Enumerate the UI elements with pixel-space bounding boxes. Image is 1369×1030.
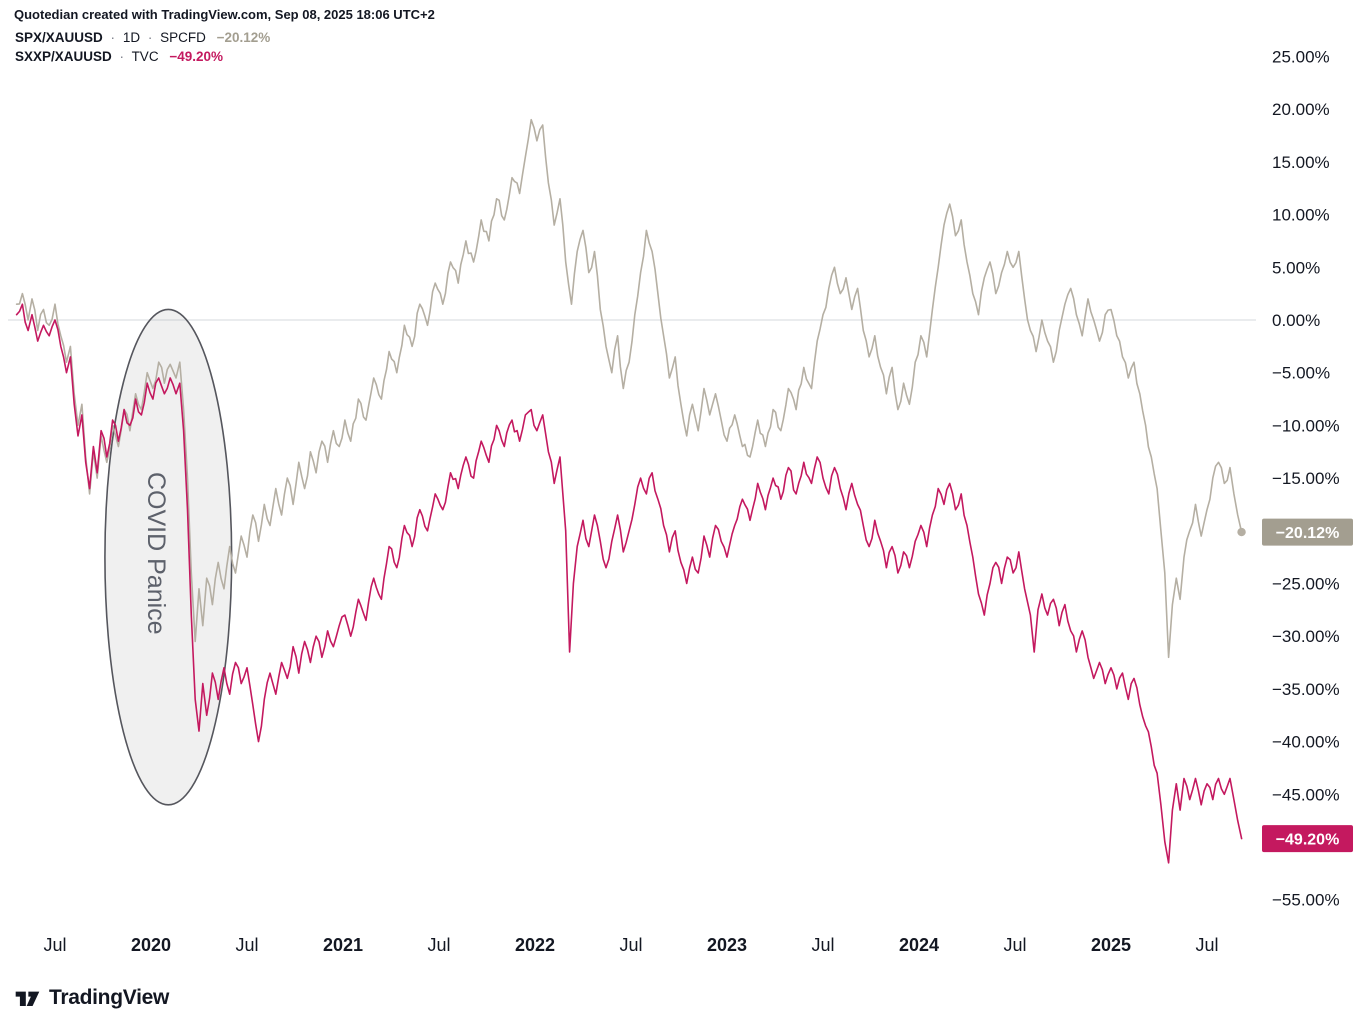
series-last-dot-spx-xauusd <box>1237 527 1246 537</box>
price-badge-spx-xauusd <box>1262 518 1353 546</box>
price-chart-canvas[interactable]: COVID Panice 25.00% 20.00% 15.00% 10.00% 5.00… <box>0 0 1369 965</box>
x-axis-label: Jul <box>811 935 834 955</box>
x-axis-label: Jul <box>1195 935 1218 955</box>
series-line-sxxp-xauusd[interactable] <box>15 303 1243 864</box>
tradingview-logo[interactable]: TradingView <box>14 984 169 1011</box>
legend-row-spx-xauusd[interactable]: SPX/XAUUSD · 1D · SPCFD −20.12% <box>15 28 270 47</box>
x-axis-label: 2021 <box>323 935 363 955</box>
legend-symbol-sxxp: SXXP/XAUUSD <box>15 49 112 64</box>
tradingview-logo-text: TradingView <box>49 985 170 1009</box>
x-axis-label: 2020 <box>131 935 171 955</box>
legend-change-sxxp: −49.20% <box>169 49 223 64</box>
y-axis-label: −10.00% <box>1272 416 1340 435</box>
attribution-text: Quotedian created with TradingView.com, … <box>14 7 435 22</box>
y-axis-label: −55.00% <box>1272 891 1340 910</box>
x-axis-label: 2025 <box>1091 935 1131 955</box>
legend-symbol-spx: SPX/XAUUSD <box>15 30 103 45</box>
y-axis-label: 25.00% <box>1272 48 1330 67</box>
legend-exchange-spx: SPCFD <box>160 30 206 45</box>
chart-legend: SPX/XAUUSD · 1D · SPCFD −20.12% SXXP/XAU… <box>15 28 270 66</box>
y-axis-label: 20.00% <box>1272 100 1330 119</box>
legend-separator: · <box>147 30 153 45</box>
price-badge-sxxp-xauusd <box>1262 825 1353 853</box>
price-badge-label-sxxp-xauusd: −49.20% <box>1276 832 1340 849</box>
legend-row-sxxp-xauusd[interactable]: SXXP/XAUUSD · TVC −49.20% <box>15 47 270 66</box>
series-line-spx-xauusd[interactable] <box>15 118 1243 659</box>
y-axis-label: −5.00% <box>1272 364 1330 383</box>
y-axis-label: −40.00% <box>1272 733 1340 752</box>
y-axis-label: 5.00% <box>1272 258 1320 277</box>
y-axis-label: −25.00% <box>1272 575 1340 594</box>
x-axis-label: Jul <box>619 935 642 955</box>
x-axis-label: Jul <box>235 935 258 955</box>
y-axis-label: 10.00% <box>1272 206 1330 225</box>
legend-change-spx: −20.12% <box>216 30 271 45</box>
legend-exchange-sxxp: TVC <box>131 49 159 64</box>
y-axis-label: 15.00% <box>1272 153 1330 172</box>
covid-annotation-label: COVID Panice <box>142 472 170 635</box>
y-axis-label: −15.00% <box>1272 469 1340 488</box>
x-axis-label: 2024 <box>899 935 939 955</box>
x-axis-label: Jul <box>43 935 66 955</box>
y-axis-label: 0.00% <box>1272 311 1320 330</box>
x-axis-label: Jul <box>427 935 450 955</box>
tradingview-logo-icon <box>15 991 40 1006</box>
legend-separator: · <box>119 49 125 64</box>
x-axis-label: 2023 <box>707 935 747 955</box>
legend-separator: · <box>110 30 116 45</box>
y-axis-label: −35.00% <box>1272 680 1340 699</box>
price-badge-label-spx-xauusd: −20.12% <box>1276 525 1340 542</box>
x-axis-label: Jul <box>1003 935 1026 955</box>
x-axis-label: 2022 <box>515 935 555 955</box>
y-axis-label: −45.00% <box>1272 785 1340 804</box>
y-axis-label: −30.00% <box>1272 627 1340 646</box>
legend-interval-spx: 1D <box>122 30 141 45</box>
